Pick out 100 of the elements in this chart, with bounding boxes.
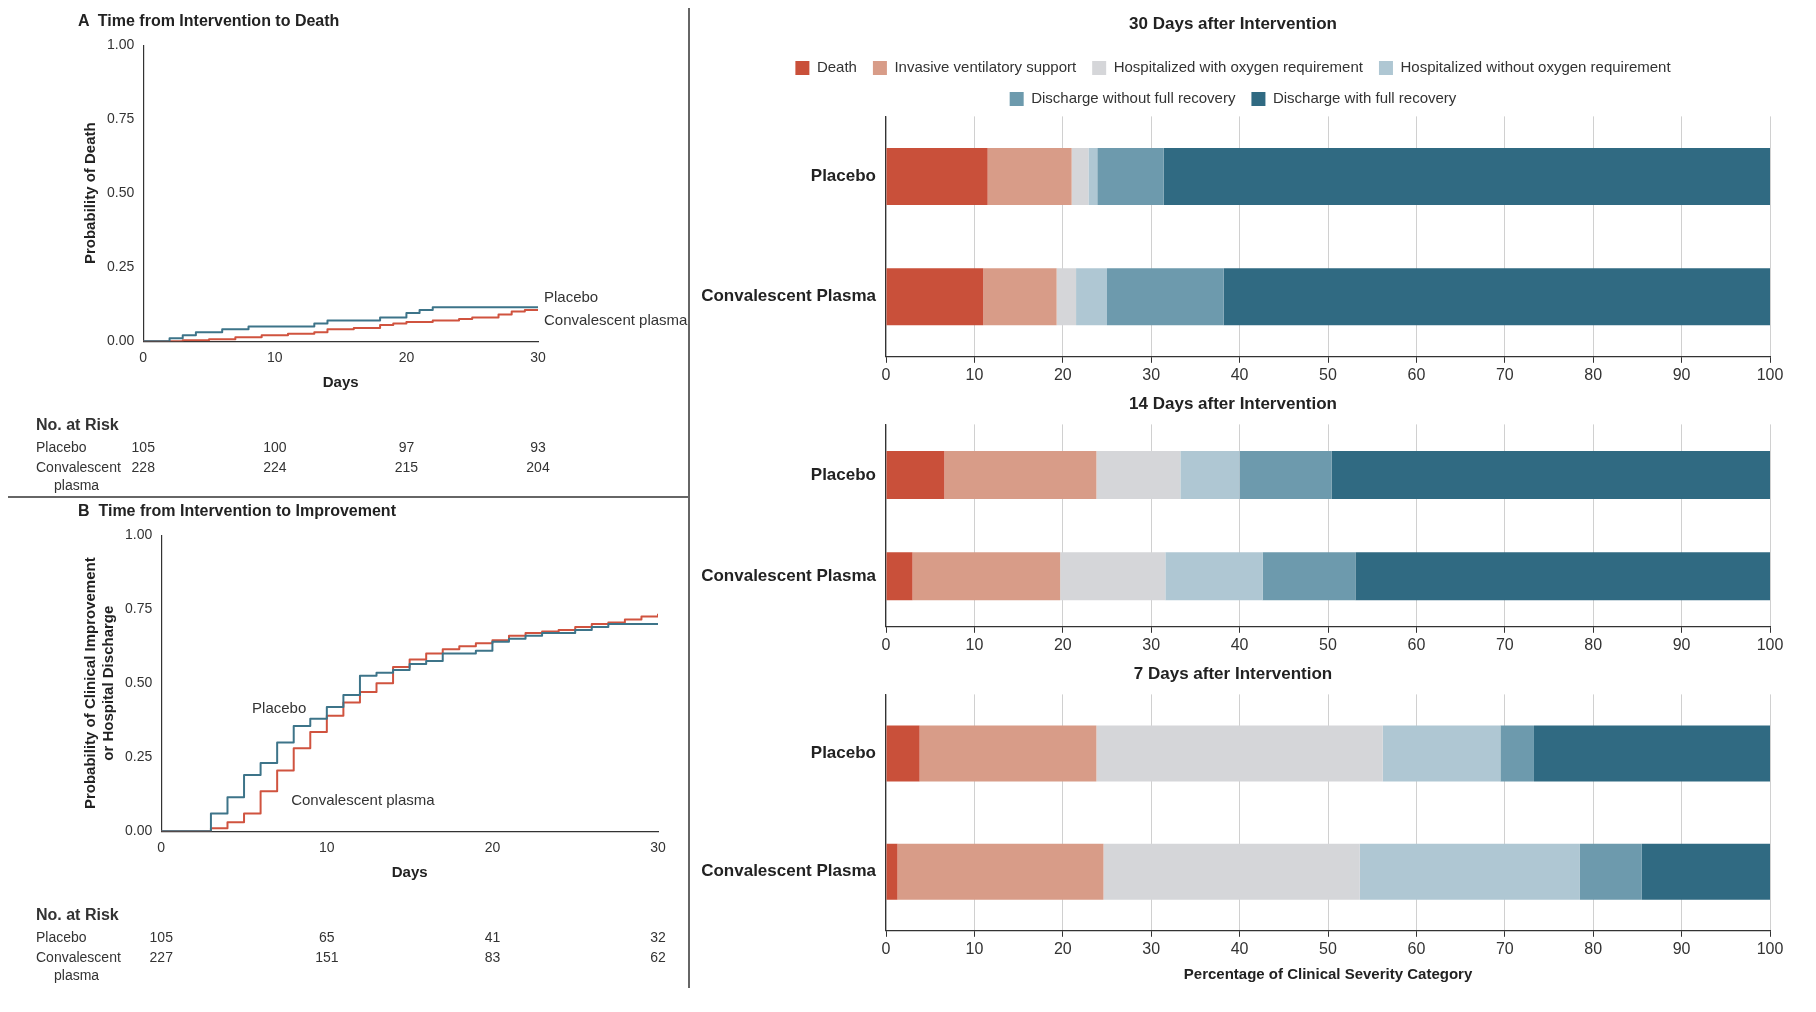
y-tick-label: Convalescent Plasma (701, 861, 877, 881)
bar (1163, 147, 1770, 206)
text: 215 (394, 459, 419, 475)
bar (1223, 268, 1770, 326)
legend-label: Discharge without full recovery (1031, 89, 1236, 107)
x-tick-label: 60 (1407, 939, 1426, 957)
series-label: Placebo (252, 698, 307, 716)
series-label: Convalescent plasma (291, 790, 436, 808)
x-tick-label: 60 (1407, 635, 1426, 653)
x-tick-label: 30 (1142, 939, 1161, 957)
chart-title: 7 Days after Intervention (1133, 663, 1333, 683)
x-tick-label: 0 (881, 939, 891, 957)
y-tick-label: Placebo (810, 743, 876, 763)
x-tick-label: 30 (530, 349, 546, 366)
bar (944, 450, 1097, 500)
bar (1500, 725, 1534, 782)
x-tick-label: 90 (1672, 635, 1691, 653)
x-tick-label: 90 (1672, 939, 1691, 957)
bar (886, 843, 898, 900)
bar (1097, 147, 1164, 206)
x-tick-label: 30 (1142, 365, 1161, 383)
bar (1641, 843, 1770, 900)
bar (1180, 450, 1240, 500)
x-tick-label: 30 (1142, 635, 1161, 653)
text: 32 (650, 929, 666, 945)
bar (1165, 552, 1263, 601)
y-tick-label: 0.00 (107, 332, 135, 349)
bar (1076, 268, 1107, 326)
text: 41 (484, 929, 501, 945)
y-tick-label: 1.00 (107, 36, 135, 53)
x-tick-label: 40 (1230, 939, 1249, 957)
x-tick-label: 0 (157, 839, 166, 856)
bar (897, 843, 1104, 900)
x-tick-label: 30 (650, 839, 666, 856)
x-tick-label: 80 (1584, 939, 1603, 957)
chart-title: 14 Days after Intervention (1129, 393, 1337, 413)
y-tick-label: 0.25 (125, 748, 153, 765)
y-tick-label: Placebo (810, 464, 876, 484)
legend-label: Hospitalized without oxygen requirement (1400, 58, 1672, 76)
bar (1533, 725, 1770, 782)
x-tick-label: 70 (1495, 635, 1514, 653)
x-tick-label: 100 (1756, 635, 1784, 653)
text: 100 (263, 439, 287, 455)
bar (886, 268, 984, 326)
bar (1239, 450, 1332, 500)
legend-label: Death (816, 58, 857, 76)
x-tick-label: 100 (1756, 939, 1784, 957)
x-tick-label: 50 (1319, 635, 1337, 653)
bar (912, 552, 1061, 601)
text: 83 (484, 949, 501, 965)
y-tick-label: Convalescent Plasma (701, 565, 877, 585)
y-axis-title: Probability of Clinical Improvement or Hospital Discharge (81, 557, 117, 810)
text: No. at Risk (36, 906, 119, 923)
x-tick-label: 20 (484, 839, 501, 856)
text: 93 (530, 439, 546, 455)
x-tick-label: 50 (1319, 939, 1337, 957)
y-tick-label: 0.00 (125, 822, 153, 839)
text: Placebo (36, 929, 87, 945)
text: 65 (319, 929, 335, 945)
x-tick-label: 40 (1230, 635, 1249, 653)
x-axis-title: Days (391, 863, 428, 881)
x-tick-label: 80 (1584, 365, 1603, 383)
x-tick-label: 20 (1053, 365, 1072, 383)
text: 227 (149, 949, 174, 965)
text: 105 (131, 439, 156, 455)
x-tick-label: 0 (881, 635, 891, 653)
x-axis-title: Days (322, 373, 359, 391)
x-tick-label: 60 (1407, 365, 1426, 383)
text: Convalescent plasma (36, 459, 121, 493)
x-tick-label: 70 (1495, 939, 1514, 957)
x-tick-label: 70 (1495, 365, 1514, 383)
bar (886, 725, 920, 782)
x-tick-label: 20 (398, 349, 415, 366)
x-tick-label: 50 (1319, 365, 1337, 383)
x-tick-label: 0 (139, 349, 148, 366)
series-label: Placebo (544, 288, 599, 306)
bar (886, 552, 913, 601)
bar (1088, 147, 1098, 206)
chart-title: B Time from Intervention to Improvement (78, 502, 397, 520)
bar (886, 450, 945, 500)
y-tick-label: 0.25 (107, 258, 135, 275)
y-tick-label: 0.75 (107, 110, 135, 127)
x-tick-label: 90 (1672, 365, 1691, 383)
bar (1355, 552, 1770, 601)
x-tick-label: 10 (965, 365, 984, 383)
x-tick-label: 20 (1053, 939, 1072, 957)
bar (1331, 450, 1770, 500)
y-tick-label: 0.50 (125, 674, 153, 691)
chart-title: A Time from Intervention to Death (78, 12, 340, 30)
bar (1262, 552, 1356, 601)
x-tick-label: 20 (1053, 635, 1072, 653)
text: No. at Risk (36, 416, 119, 433)
bar (1071, 147, 1089, 206)
bar (987, 147, 1072, 206)
text: 224 (263, 459, 287, 475)
text: Placebo (36, 439, 87, 455)
bar (1382, 725, 1501, 782)
bar (1359, 843, 1580, 900)
y-tick-label: Placebo (810, 166, 876, 186)
text: 151 (315, 949, 339, 965)
